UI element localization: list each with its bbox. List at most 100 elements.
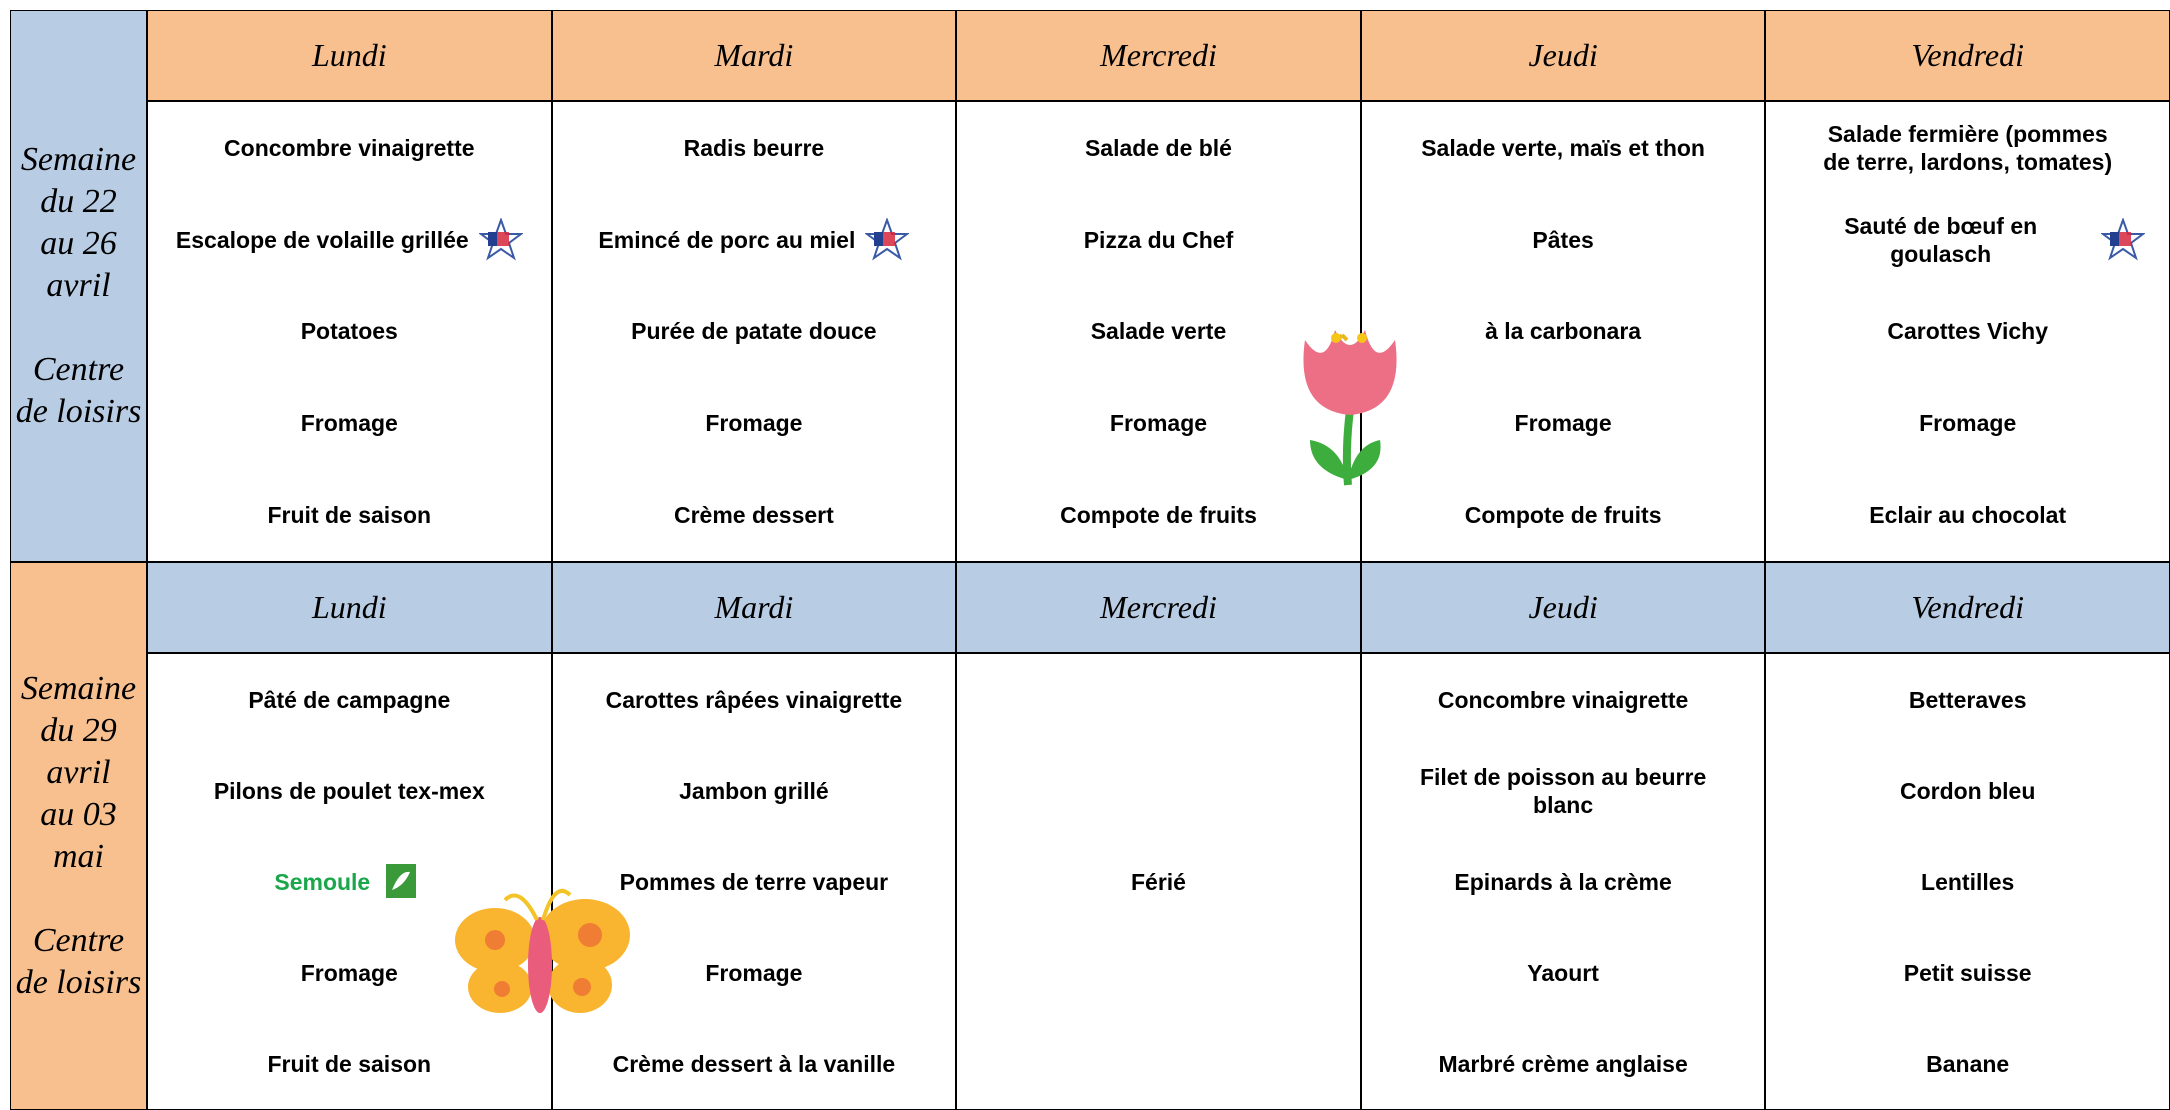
dish-name: Fruit de saison bbox=[267, 1050, 432, 1077]
dish: Fromage bbox=[553, 927, 956, 1018]
dish: Potatoes bbox=[148, 286, 551, 378]
day-menu: Salade de blé Pizza du Chef Salade verte Fr… bbox=[956, 101, 1361, 562]
dish: Escalope de volaille grillée bbox=[148, 194, 551, 286]
dish: Salade fermière (pommes de terre, lardon… bbox=[1766, 102, 2169, 194]
dish: Semoule bbox=[148, 836, 551, 927]
dish-name: Pizza du Chef bbox=[1083, 226, 1234, 253]
dish-name: Salade verte bbox=[1090, 318, 1227, 345]
dish: Salade verte bbox=[957, 286, 1360, 378]
dish: Compote de fruits bbox=[1362, 469, 1765, 561]
origin-logo bbox=[865, 217, 910, 261]
dish-name: Epinards à la crème bbox=[1454, 868, 1672, 895]
dish-name: Salade de blé bbox=[1084, 134, 1232, 161]
week-label: Semaine du 29 avril au 03 mai Centre de loisir… bbox=[10, 562, 147, 1110]
day-menu: Pâté de campagne Pilons de poulet tex-mex… bbox=[147, 653, 552, 1110]
dish-name: Fromage bbox=[705, 959, 803, 986]
dish: Lentilles bbox=[1766, 836, 2169, 927]
dish-name: Pommes de terre vapeur bbox=[619, 868, 889, 895]
day-menu: Concombre vinaigrette Escalope de volaill… bbox=[147, 101, 552, 562]
dish-name: Banane bbox=[1926, 1050, 2010, 1077]
dish: Pommes de terre vapeur bbox=[553, 836, 956, 927]
dish: Emincé de porc au miel bbox=[553, 194, 956, 286]
dish: Pilons de poulet tex-mex bbox=[148, 745, 551, 836]
day-header: Mercredi bbox=[956, 562, 1361, 653]
dish: Marbré crème anglaise bbox=[1362, 1018, 1765, 1109]
week-place-line: Centre bbox=[32, 351, 125, 388]
dish: Fromage bbox=[1362, 377, 1765, 469]
dish: Salade verte, maïs et thon bbox=[1362, 102, 1765, 194]
dish: Crème dessert à la vanille bbox=[553, 1018, 956, 1109]
dish: Betteraves bbox=[1766, 654, 2169, 745]
dish-name: Betteraves bbox=[1908, 686, 2027, 713]
day-header: Mardi bbox=[551, 10, 957, 101]
dish: Banane bbox=[1766, 1018, 2169, 1109]
dish-name: Fromage bbox=[300, 410, 398, 437]
dish: Yaourt bbox=[1362, 927, 1765, 1018]
dish: Concombre vinaigrette bbox=[1362, 654, 1765, 745]
week-period-line: Semaine bbox=[20, 670, 137, 707]
day-menu: Concombre vinaigrette Filet de poisson au… bbox=[1360, 653, 1766, 1110]
dish-name: Cordon bleu bbox=[1899, 777, 2036, 804]
dish: Epinards à la crème bbox=[1362, 836, 1765, 927]
dish: Pizza du Chef bbox=[957, 194, 1360, 286]
origin-logo bbox=[2100, 217, 2145, 261]
dish-name: Radis beurre bbox=[683, 134, 825, 161]
dish: Radis beurre bbox=[553, 102, 956, 194]
day-header: Vendredi bbox=[1765, 562, 2170, 653]
dish-name: Concombre vinaigrette bbox=[224, 134, 475, 161]
dish-name: Compote de fruits bbox=[1060, 502, 1257, 529]
dish: Fromage bbox=[1766, 377, 2169, 469]
dish-name: Pâté de campagne bbox=[248, 686, 451, 713]
dish: Carottes Vichy bbox=[1766, 286, 2169, 378]
day-header: Jeudi bbox=[1360, 10, 1766, 101]
dish-name: Concombre vinaigrette bbox=[1437, 686, 1689, 713]
day-menu: Salade verte, maïs et thon Pâtes à la carb… bbox=[1360, 101, 1766, 562]
dish-name: Fromage bbox=[1109, 410, 1208, 437]
week-place-line: de loisirs bbox=[15, 393, 142, 430]
dish-name: Salade verte, maïs et thon bbox=[1421, 134, 1705, 161]
day-header: Mardi bbox=[551, 562, 957, 653]
week-period-line: au 03 bbox=[40, 796, 117, 833]
dish: Petit suisse bbox=[1766, 927, 2169, 1018]
dish-name: Sauté de bœuf en goulasch bbox=[1844, 212, 2038, 267]
dish-name: Jambon grillé bbox=[679, 777, 829, 804]
dish: Pâtes bbox=[1362, 194, 1765, 286]
dish: Fruit de saison bbox=[148, 1018, 551, 1109]
origin-logo bbox=[478, 217, 523, 261]
dish-name: Emincé de porc au miel bbox=[598, 226, 856, 253]
dish-name: Semoule bbox=[274, 868, 371, 895]
day-header: Mercredi bbox=[956, 10, 1361, 101]
week-period-line: au 26 bbox=[40, 225, 117, 262]
week-period-line: du 29 bbox=[40, 712, 117, 749]
dish: Eclair au chocolat bbox=[1766, 469, 2169, 561]
day-menu: Férié bbox=[956, 653, 1361, 1110]
dish-name: Potatoes bbox=[300, 318, 398, 345]
dish: Férié bbox=[957, 654, 1360, 1109]
dish-name: Fromage bbox=[1919, 410, 2017, 437]
dish-name: Lentilles bbox=[1921, 868, 2015, 895]
dish-name: Fromage bbox=[1514, 410, 1612, 437]
dish-name: Fruit de saison bbox=[267, 502, 432, 529]
dish-name: Petit suisse bbox=[1903, 959, 2032, 986]
dish-name: Fromage bbox=[705, 410, 803, 437]
dish: Carottes râpées vinaigrette bbox=[553, 654, 956, 745]
dish: Crème dessert bbox=[553, 469, 956, 561]
dish-name: Pâtes bbox=[1532, 226, 1594, 253]
dish-name: Escalope de volaille grillée bbox=[175, 226, 469, 253]
dish-name: à la carbonara bbox=[1485, 318, 1642, 345]
week-period-line: avril bbox=[46, 267, 111, 304]
dish-name: Eclair au chocolat bbox=[1869, 502, 2067, 529]
dish: Fromage bbox=[148, 377, 551, 469]
dish: Pâté de campagne bbox=[148, 654, 551, 745]
day-menu: Radis beurre Emincé de porc au miel Purée … bbox=[551, 101, 957, 562]
dish: Salade de blé bbox=[957, 102, 1360, 194]
dish: Fromage bbox=[148, 927, 551, 1018]
dish-name: Marbré crème anglaise bbox=[1438, 1050, 1688, 1077]
dish: Fromage bbox=[957, 377, 1360, 469]
week-period-line: avril bbox=[46, 754, 111, 791]
day-menu: Betteraves Cordon bleu Lentilles Petit suis… bbox=[1765, 653, 2170, 1110]
dish-name: Filet de poisson au beurre blanc bbox=[1419, 763, 1707, 818]
dish-name: Crème dessert à la vanille bbox=[612, 1050, 896, 1077]
dish-name: Fromage bbox=[300, 959, 398, 986]
